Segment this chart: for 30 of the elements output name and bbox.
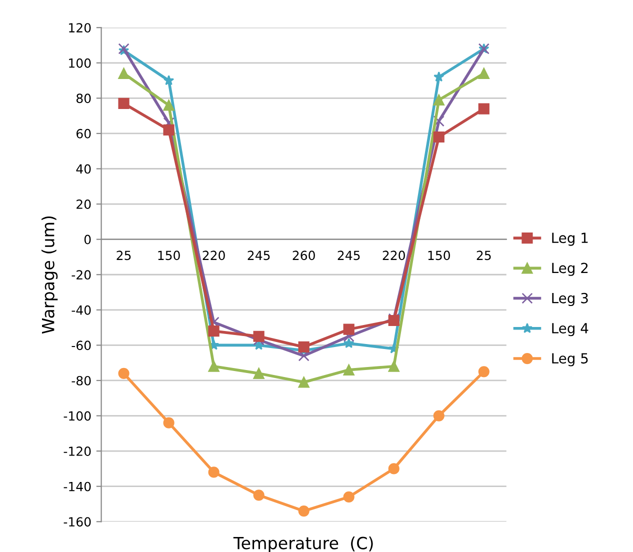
- legend-label: Leg 1: [552, 232, 588, 246]
- x-tick-label: 25: [476, 250, 491, 260]
- y-tick-label: -120: [64, 446, 91, 456]
- y-tick-label: -60: [72, 340, 91, 350]
- y-tick-label: -100: [64, 411, 91, 421]
- x-tick-label: 25: [116, 250, 131, 260]
- y-tick-label: 80: [76, 94, 91, 104]
- x-tick-label: 150: [158, 250, 180, 260]
- y-tick-label: 20: [76, 200, 91, 209]
- y-tick-label: 100: [69, 58, 91, 68]
- y-tick-label: -140: [64, 482, 91, 492]
- y-tick-label: 0: [84, 234, 91, 244]
- x-tick-label: 245: [248, 250, 270, 260]
- y-tick-label: 60: [76, 128, 91, 138]
- y-tick-label: -160: [64, 517, 91, 527]
- x-tick-label: 245: [338, 250, 360, 260]
- x-tick-label: 220: [202, 250, 225, 260]
- y-tick-label: 40: [76, 164, 91, 174]
- y-tick-label: -20: [72, 270, 91, 280]
- x-tick-label: 260: [292, 250, 315, 260]
- y-tick-label: -40: [72, 305, 91, 315]
- legend-label: Leg 4: [552, 323, 588, 336]
- legend-label: Leg 2: [552, 262, 588, 276]
- legend-label: Leg 5: [552, 353, 588, 366]
- y-tick-label: -80: [72, 376, 91, 386]
- x-tick-label: 150: [428, 250, 450, 260]
- legend-label: Leg 3: [552, 292, 588, 306]
- y-axis-title: Warpage (um): [42, 216, 58, 334]
- y-tick-label: 120: [69, 23, 91, 33]
- x-tick-label: 220: [382, 250, 405, 260]
